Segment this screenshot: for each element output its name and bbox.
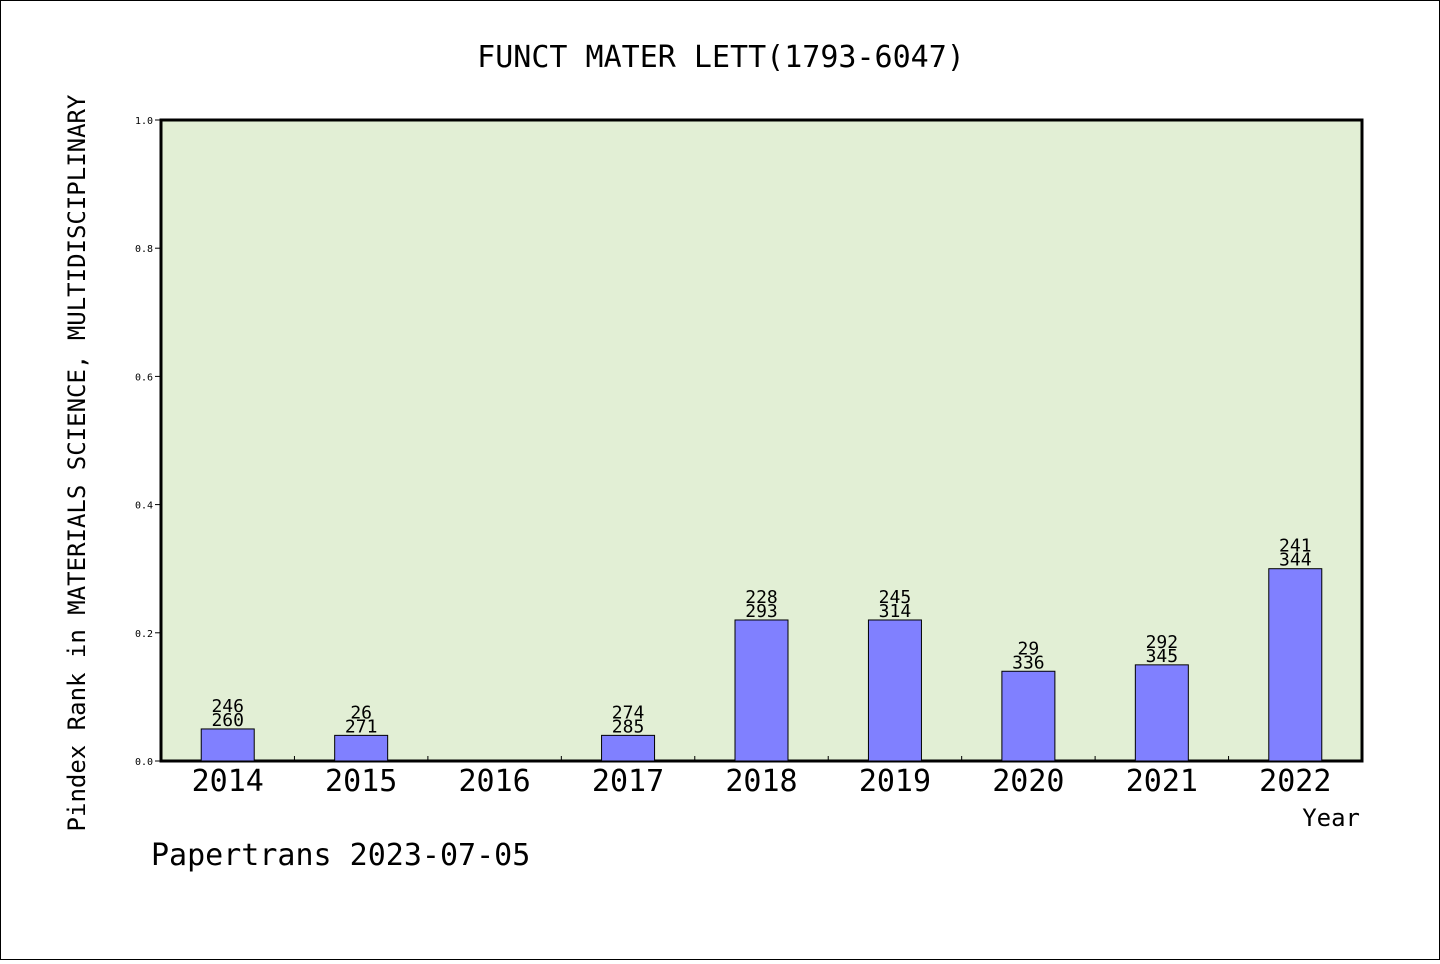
x-tick-label-2016: 2016 (458, 764, 530, 799)
x-tick-label-2018: 2018 (725, 764, 797, 799)
data-label-bottom-2021: 345 (1146, 646, 1179, 667)
chart-title: FUNCT MATER LETT(1793-6047) (477, 40, 965, 75)
footer-text: Papertrans 2023-07-05 (151, 838, 530, 873)
x-tick-label-2017: 2017 (592, 764, 664, 799)
data-label-bottom-2014: 260 (211, 710, 244, 731)
data-label-bottom-2019: 314 (879, 601, 912, 622)
bar-2021 (1134, 664, 1189, 762)
x-tick-label-2022: 2022 (1259, 764, 1331, 799)
data-label-top-2022: 241 (1279, 536, 1312, 557)
y-axis-label: Pindex Rank in MATERIALS SCIENCE, MULTID… (63, 94, 91, 831)
y-tick-label: 0.0 (135, 757, 153, 768)
data-label-top-2020: 29 (1018, 638, 1040, 659)
data-label-top-2014: 246 (211, 696, 244, 717)
x-tick-label-2015: 2015 (325, 764, 397, 799)
data-label-bottom-2015: 271 (345, 716, 378, 737)
y-tick-label: 1.0 (135, 116, 153, 127)
bar-2015 (334, 734, 389, 762)
y-tick-label: 0.6 (135, 372, 153, 383)
x-tick-label-2021: 2021 (1126, 764, 1198, 799)
bar-2022 (1268, 568, 1323, 762)
x-tick-label-2014: 2014 (192, 764, 264, 799)
bar-2014 (200, 728, 255, 762)
data-label-top-2021: 292 (1146, 632, 1179, 653)
x-tick-label-2019: 2019 (859, 764, 931, 799)
bar-2018 (734, 619, 789, 762)
data-label-top-2018: 228 (745, 587, 778, 608)
y-tick-label: 0.8 (135, 244, 153, 255)
bar-2017 (601, 734, 656, 762)
data-label-bottom-2017: 285 (612, 716, 645, 737)
data-label-top-2017: 274 (612, 702, 645, 723)
bar-2020 (1001, 670, 1056, 762)
data-label-bottom-2020: 336 (1012, 652, 1045, 673)
data-label-top-2015: 26 (350, 702, 372, 723)
y-tick-label: 0.4 (135, 501, 153, 512)
data-label-bottom-2022: 344 (1279, 550, 1312, 571)
data-label-bottom-2018: 293 (745, 601, 778, 622)
bar-2019 (867, 619, 922, 762)
x-axis-label: Year (1302, 804, 1360, 832)
data-label-top-2019: 245 (879, 587, 912, 608)
x-tick-label-2020: 2020 (992, 764, 1064, 799)
y-tick-label: 0.2 (135, 629, 153, 640)
